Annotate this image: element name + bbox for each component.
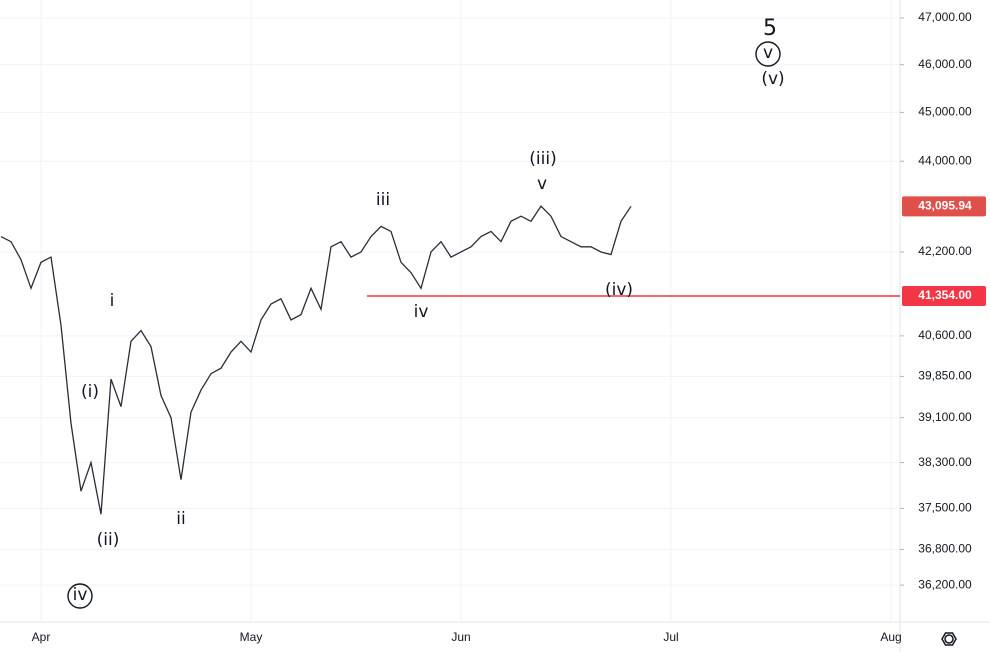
wave-label: v <box>537 174 547 194</box>
y-tick-label: 42,200.00 <box>918 244 972 258</box>
last-price-label: 43,095.94 <box>918 198 972 212</box>
last-price-box <box>902 196 986 217</box>
x-tick-label: May <box>240 630 263 644</box>
wave-label: i <box>110 291 115 311</box>
x-tick-label: Jun <box>451 630 470 644</box>
wave-label: (iii) <box>529 149 556 169</box>
wave-label: 5 <box>763 16 777 41</box>
x-tick-label: Aug <box>880 630 901 644</box>
y-tick-label: 36,200.00 <box>918 577 972 591</box>
wave-label: iii <box>376 190 390 210</box>
y-tick-label: 36,800.00 <box>918 542 972 556</box>
y-tick-label: 39,100.00 <box>918 410 972 424</box>
y-tick-label: 45,000.00 <box>918 105 972 119</box>
settings-icon <box>941 632 957 646</box>
y-tick-label: 46,000.00 <box>918 57 972 71</box>
settings-button[interactable] <box>941 632 957 646</box>
y-tick-label: 39,850.00 <box>918 369 972 383</box>
level-label-box <box>902 285 986 306</box>
wave-label: (ii) <box>97 530 120 550</box>
y-tick-label: 44,000.00 <box>918 153 972 167</box>
y-tick-label: 38,300.00 <box>918 455 972 469</box>
x-tick-label: Jul <box>663 630 678 644</box>
wave-label: (iv) <box>605 280 633 300</box>
y-tick-label: 37,500.00 <box>918 501 972 515</box>
y-tick-label: 40,600.00 <box>918 328 972 342</box>
y-tick-label: 47,000.00 <box>918 10 972 24</box>
wave-label: (i) <box>81 382 99 402</box>
wave-label: ii <box>176 509 185 529</box>
wave-label: iv <box>73 585 88 605</box>
settings-icon <box>944 634 954 644</box>
price-line <box>0 205 632 515</box>
wave-label: iv <box>414 302 429 322</box>
wave-label: v <box>763 43 773 63</box>
wave-label: (v) <box>761 69 784 89</box>
level-label: 41,354.00 <box>918 288 972 302</box>
wave-circle <box>67 583 93 609</box>
wave-circle <box>755 41 781 67</box>
x-tick-label: Apr <box>32 630 51 644</box>
